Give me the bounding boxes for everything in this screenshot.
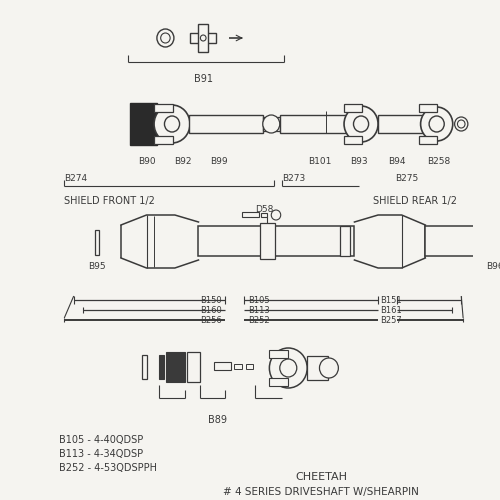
Circle shape (154, 105, 190, 143)
Text: B96: B96 (486, 262, 500, 271)
Bar (307, 356, 328, 380)
Circle shape (272, 210, 280, 220)
Circle shape (458, 120, 465, 128)
Circle shape (280, 359, 297, 377)
Text: B161: B161 (380, 306, 402, 315)
Bar (130, 103, 157, 145)
Bar (154, 104, 173, 112)
Text: B105: B105 (248, 296, 270, 305)
Text: B274: B274 (64, 174, 88, 183)
Text: SHIELD FRONT 1/2: SHIELD FRONT 1/2 (64, 196, 155, 206)
Bar (418, 104, 436, 112)
Bar (159, 355, 164, 379)
Bar (378, 115, 433, 133)
Text: D58: D58 (256, 205, 274, 214)
Bar (154, 136, 173, 144)
Bar (344, 136, 362, 144)
Text: CHEETAH: CHEETAH (296, 472, 348, 482)
Bar (166, 352, 186, 382)
Circle shape (270, 348, 307, 388)
Text: B256: B256 (200, 316, 222, 325)
Bar (198, 226, 354, 256)
Text: B89: B89 (208, 415, 227, 425)
Circle shape (160, 33, 170, 43)
Bar (261, 213, 268, 217)
Bar (263, 117, 280, 131)
Bar (187, 352, 200, 382)
Bar (270, 378, 288, 386)
Bar (190, 33, 216, 43)
Text: B90: B90 (138, 157, 156, 166)
Bar (214, 362, 230, 370)
Text: B151: B151 (380, 296, 402, 305)
Text: B91: B91 (194, 74, 212, 84)
Text: SHIELD REAR 1/2: SHIELD REAR 1/2 (374, 196, 458, 206)
Text: B105 - 4-40QDSP: B105 - 4-40QDSP (58, 435, 143, 445)
Bar (198, 24, 208, 52)
Bar (242, 212, 259, 217)
Bar (260, 223, 275, 259)
Bar (94, 230, 99, 255)
Text: B101: B101 (308, 157, 331, 166)
Circle shape (157, 29, 174, 47)
Circle shape (164, 116, 180, 132)
Circle shape (429, 116, 444, 132)
Bar (142, 355, 146, 379)
Bar (189, 115, 263, 133)
Circle shape (454, 117, 468, 131)
Text: B93: B93 (350, 157, 368, 166)
Text: B99: B99 (210, 157, 228, 166)
Bar (344, 104, 362, 112)
Bar (340, 226, 349, 256)
Text: B113 - 4-34QDSP: B113 - 4-34QDSP (58, 449, 142, 459)
Circle shape (200, 35, 206, 41)
Bar (270, 350, 288, 358)
Bar (494, 230, 498, 255)
Text: B252: B252 (248, 316, 270, 325)
Bar (234, 364, 242, 369)
Text: # 4 SERIES DRIVESHAFT W/SHEARPIN: # 4 SERIES DRIVESHAFT W/SHEARPIN (224, 487, 420, 497)
Text: B273: B273 (282, 174, 305, 183)
Bar (418, 136, 436, 144)
Bar (280, 115, 355, 133)
Circle shape (420, 107, 452, 141)
Circle shape (354, 116, 368, 132)
Bar (246, 364, 254, 369)
Circle shape (320, 358, 338, 378)
Text: B95: B95 (88, 262, 106, 271)
Circle shape (263, 115, 280, 133)
Circle shape (344, 106, 378, 142)
Bar (426, 226, 490, 256)
Text: B258: B258 (427, 157, 450, 166)
Text: B160: B160 (200, 306, 222, 315)
Text: B150: B150 (200, 296, 222, 305)
Text: B92: B92 (174, 157, 192, 166)
Text: B113: B113 (248, 306, 270, 315)
Text: B275: B275 (395, 174, 418, 183)
Text: B257: B257 (380, 316, 402, 325)
Text: B252 - 4-53QDSPPH: B252 - 4-53QDSPPH (58, 463, 156, 473)
Text: B94: B94 (388, 157, 406, 166)
